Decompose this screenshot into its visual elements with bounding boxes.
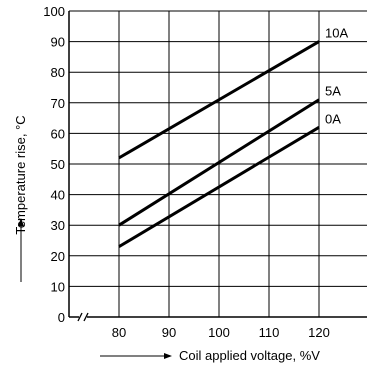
y-tick-label-20: 20 [51, 249, 65, 264]
tick-labels: 0 10 20 30 40 50 60 70 80 90 100 80 90 100 110 120 [43, 4, 330, 340]
series-lines: 10A 5A 0A [118, 26, 348, 248]
series-line-10a [118, 40, 320, 160]
y-tick-label-50: 50 [51, 157, 65, 172]
y-tick-label-80: 80 [51, 65, 65, 80]
axis-break-mark-2 [83, 312, 89, 322]
y-axis-title: Temperature rise, °C [13, 115, 28, 234]
series-label-10a: 10A [325, 26, 348, 41]
series-label-5a: 5A [325, 84, 341, 99]
y-tick-label-70: 70 [51, 96, 65, 111]
y-tick-label-60: 60 [51, 126, 65, 141]
x-tick-label-80: 80 [112, 325, 126, 340]
y-tick-label-90: 90 [51, 35, 65, 50]
x-tick-label-120: 120 [308, 325, 330, 340]
y-tick-label-10: 10 [51, 279, 65, 294]
x-axis-arrow [100, 353, 172, 359]
axis-break-gap [79, 313, 87, 321]
y-tick-label-100: 100 [43, 4, 65, 19]
axis-break-mark-1 [77, 312, 83, 322]
x-axis-title: Coil applied voltage, %V [179, 348, 320, 363]
y-tick-label-0: 0 [58, 310, 65, 325]
x-tick-label-110: 110 [259, 325, 280, 340]
axes [68, 10, 367, 322]
y-tick-label-40: 40 [51, 188, 65, 203]
series-label-0a: 0A [325, 111, 341, 126]
x-tick-label-90: 90 [162, 325, 176, 340]
x-tick-label-100: 100 [208, 325, 230, 340]
series-line-5a [118, 98, 320, 227]
y-tick-label-30: 30 [51, 218, 65, 233]
y-axis-arrow [18, 218, 24, 282]
series-line-0a [118, 125, 320, 248]
